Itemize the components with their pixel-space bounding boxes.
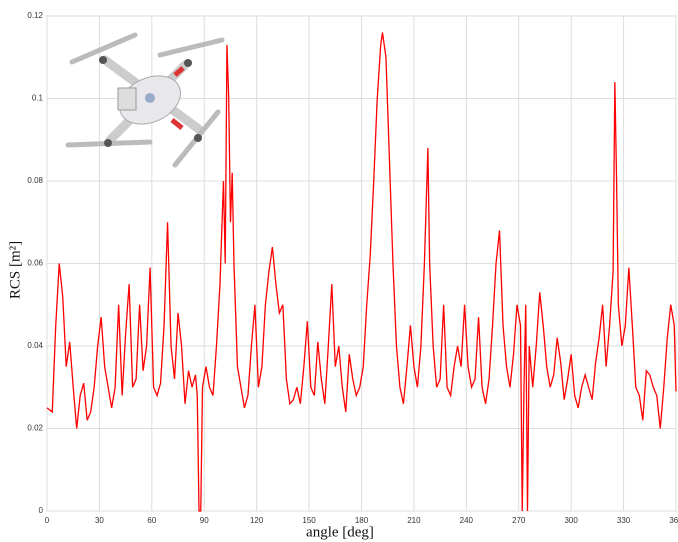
y-tick-label: 0 bbox=[39, 506, 44, 515]
y-tick-label: 0.06 bbox=[27, 259, 43, 268]
x-tick-label: 210 bbox=[407, 516, 421, 525]
x-tick-label: 240 bbox=[460, 516, 474, 525]
y-tick-label: 0.08 bbox=[27, 176, 43, 185]
x-tick-label: 60 bbox=[147, 516, 156, 525]
y-axis-label: RCS [m²] bbox=[7, 241, 23, 299]
x-tick-label: 90 bbox=[200, 516, 209, 525]
y-tick-label: 0.04 bbox=[27, 341, 43, 350]
x-tick-label: 120 bbox=[250, 516, 264, 525]
y-tick-label: 0.1 bbox=[32, 94, 44, 103]
x-tick-label: 330 bbox=[617, 516, 631, 525]
x-tick-label: 300 bbox=[564, 516, 578, 525]
drone-image bbox=[65, 32, 225, 168]
y-tick-label: 0.12 bbox=[27, 11, 43, 20]
x-tick-label: 150 bbox=[302, 516, 316, 525]
rcs-line bbox=[46, 32, 677, 512]
x-tick-label: 360 bbox=[669, 516, 678, 525]
x-axis-label: angle [deg] bbox=[306, 524, 374, 540]
grid bbox=[46, 15, 677, 512]
x-tick-label: 180 bbox=[355, 516, 369, 525]
x-tick-label: 30 bbox=[95, 516, 104, 525]
y-tick-label: 0.02 bbox=[27, 424, 43, 433]
x-tick-label: 0 bbox=[45, 516, 50, 525]
x-tick-label: 270 bbox=[512, 516, 526, 525]
